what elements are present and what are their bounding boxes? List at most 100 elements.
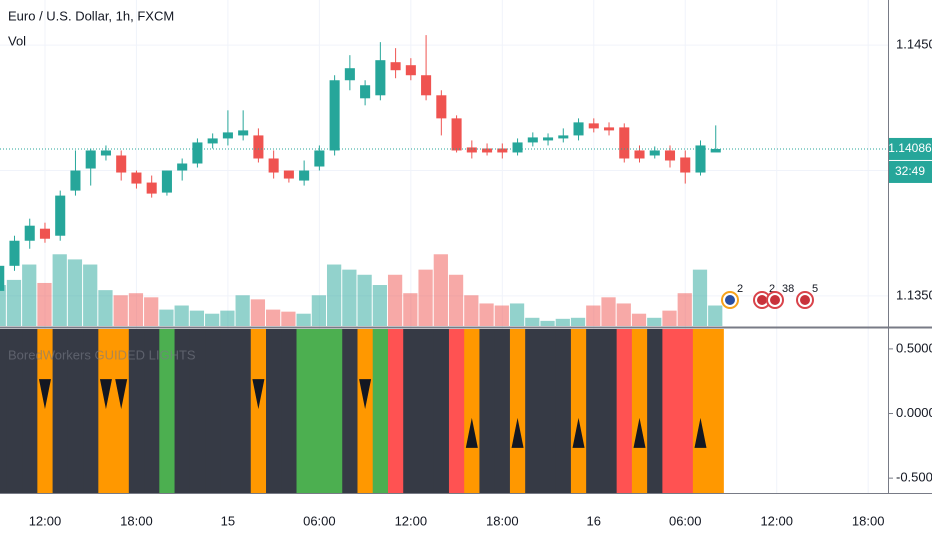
candle-body (207, 138, 218, 144)
signal-column (708, 329, 724, 493)
y-tick-label: 0.00000 (896, 405, 932, 420)
volume-bar (357, 274, 372, 326)
volume-bar (235, 295, 250, 326)
signal-column (189, 329, 206, 493)
candle-body (619, 127, 630, 159)
candle-body (238, 130, 249, 136)
signal-column (0, 329, 8, 493)
event-flag (725, 295, 735, 305)
signal-arrow (115, 379, 128, 410)
signal-column (372, 329, 389, 493)
x-tick-label: 12:00 (395, 513, 428, 528)
signal-column (326, 329, 343, 493)
volume-bar (692, 269, 708, 326)
signal-column (555, 329, 572, 493)
signal-column (570, 329, 587, 493)
signal-arrow (633, 417, 646, 448)
volume-bar (387, 274, 403, 326)
signal-column (296, 329, 313, 493)
candle-body (390, 62, 401, 71)
signal-column (144, 329, 160, 493)
volume-bar (509, 303, 525, 326)
x-tick-label: 06:00 (303, 513, 336, 528)
volume-bar (555, 318, 570, 326)
volume-bar (418, 269, 433, 326)
event-flag (770, 295, 780, 305)
candle-body (131, 172, 142, 184)
candle-body (283, 170, 294, 179)
event-count: 2 (737, 283, 743, 295)
candle-body (603, 127, 615, 131)
volume-bar (586, 305, 601, 326)
volume-bar (52, 254, 67, 326)
candle-body (436, 95, 447, 119)
candle-body (146, 182, 157, 194)
volume-bar (144, 297, 159, 326)
signal-arrow (99, 379, 112, 410)
candle-body (482, 148, 493, 153)
candle-body (55, 195, 66, 236)
volume-bar (616, 303, 631, 326)
signal-column (464, 329, 480, 493)
volume-bar (372, 285, 387, 326)
signal-column (205, 329, 221, 493)
volume-bar (98, 290, 113, 326)
x-tick-label: 12:00 (760, 513, 793, 528)
x-tick-label: 06:00 (669, 513, 702, 528)
candle-body (512, 142, 523, 153)
signal-column (220, 329, 237, 493)
volume-bar (159, 309, 174, 326)
countdown: 32:49 (895, 164, 925, 178)
volume-bar (22, 264, 37, 326)
signal-column (281, 329, 298, 493)
x-tick-label: 12:00 (29, 513, 62, 528)
volume-bar (479, 303, 494, 326)
signal-column (235, 329, 252, 493)
candle-body (558, 135, 569, 139)
event-count: 38 (782, 283, 794, 295)
volume-bar (525, 317, 540, 326)
signal-arrow (572, 417, 585, 448)
candle-body (314, 150, 325, 167)
candle-body (268, 158, 279, 173)
volume-bar (296, 313, 311, 326)
signal-column (52, 329, 69, 493)
signal-column (616, 329, 633, 493)
volume-bar (113, 295, 128, 326)
signal-column (647, 329, 663, 493)
event-flag (800, 295, 810, 305)
x-tick-label: 15 (221, 513, 235, 528)
candle-body (9, 240, 20, 266)
signal-column (67, 329, 84, 493)
event-flag (757, 295, 767, 305)
volume-bar (540, 320, 555, 326)
chart-title: Euro / U.S. Dollar, 1h, FXCM (8, 8, 174, 23)
candle-body (344, 68, 355, 81)
volume-bar (37, 282, 52, 326)
volume-bar (601, 297, 616, 326)
candle-body (222, 132, 233, 139)
candle-body (192, 142, 203, 164)
volume-bar (342, 269, 357, 326)
candle-body (116, 155, 127, 173)
candle-body (497, 148, 508, 153)
volume-bar (662, 310, 677, 326)
signal-column (6, 329, 23, 493)
candle-body (39, 228, 51, 239)
plot (0, 35, 724, 493)
candle-body (466, 147, 477, 153)
signal-column (37, 329, 54, 493)
volume-bar (174, 305, 189, 326)
signal-arrow (359, 379, 372, 410)
candle-body (253, 135, 264, 159)
signal-column (159, 329, 176, 493)
event-count: 5 (812, 283, 818, 295)
signal-arrow (511, 417, 524, 448)
signal-column (113, 329, 130, 493)
signal-column (128, 329, 145, 493)
candle-body (161, 170, 172, 193)
volume-bar (67, 259, 83, 326)
signal-column (387, 329, 404, 493)
candle-body (695, 145, 706, 173)
candle-body (299, 170, 310, 181)
